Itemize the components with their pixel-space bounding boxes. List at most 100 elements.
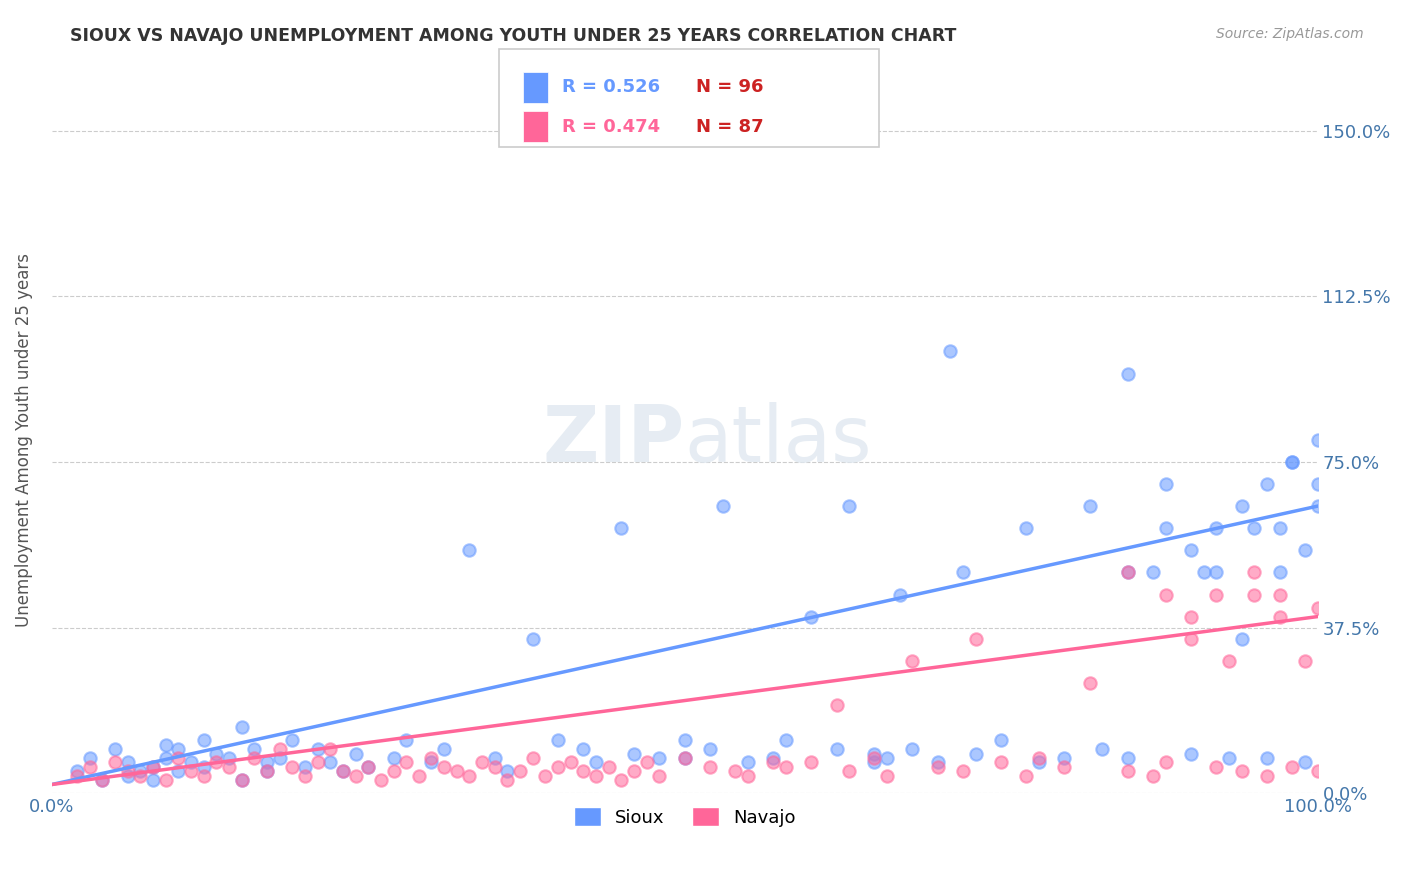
Point xyxy=(79,760,101,774)
Point xyxy=(838,764,860,779)
Point xyxy=(1154,587,1177,601)
Point xyxy=(104,742,127,756)
Point xyxy=(294,769,316,783)
Point xyxy=(825,742,848,756)
Point xyxy=(1306,477,1329,491)
Point xyxy=(800,609,823,624)
Point xyxy=(863,751,886,765)
Point xyxy=(408,769,430,783)
Point xyxy=(420,751,443,765)
Point xyxy=(901,654,924,668)
Point xyxy=(104,756,127,770)
Point xyxy=(927,756,949,770)
Point xyxy=(1205,566,1227,580)
Text: ZIP: ZIP xyxy=(543,402,685,478)
Point xyxy=(1192,566,1215,580)
Point xyxy=(952,764,974,779)
Point xyxy=(1078,499,1101,513)
Point xyxy=(446,764,468,779)
Point xyxy=(332,764,354,779)
Point xyxy=(1218,654,1240,668)
Point xyxy=(534,769,557,783)
Text: N = 87: N = 87 xyxy=(696,118,763,136)
Point xyxy=(458,543,481,558)
Point xyxy=(1268,521,1291,535)
Point xyxy=(155,751,177,765)
Point xyxy=(382,751,405,765)
Point xyxy=(1116,367,1139,381)
Point xyxy=(927,760,949,774)
Point xyxy=(91,773,114,788)
Point xyxy=(357,760,380,774)
Point xyxy=(863,747,886,761)
Point xyxy=(180,764,202,779)
Point xyxy=(1243,566,1265,580)
Point xyxy=(1053,751,1076,765)
Point xyxy=(205,747,228,761)
Point xyxy=(1281,455,1303,469)
Point xyxy=(636,756,658,770)
Point xyxy=(775,733,797,747)
Point xyxy=(1205,587,1227,601)
Point xyxy=(1028,756,1050,770)
Point xyxy=(218,751,240,765)
Point xyxy=(965,632,987,646)
Point xyxy=(256,764,278,779)
Point xyxy=(218,760,240,774)
Point xyxy=(1256,751,1278,765)
Point xyxy=(1028,751,1050,765)
Point xyxy=(1294,756,1316,770)
Point xyxy=(1180,609,1202,624)
Point xyxy=(1306,499,1329,513)
Point xyxy=(1116,566,1139,580)
Text: R = 0.474: R = 0.474 xyxy=(562,118,661,136)
Point xyxy=(673,751,696,765)
Point xyxy=(1230,632,1253,646)
Point xyxy=(281,760,304,774)
Point xyxy=(876,751,898,765)
Point xyxy=(193,769,215,783)
Point xyxy=(623,764,645,779)
Point xyxy=(1180,632,1202,646)
Point xyxy=(484,760,506,774)
Point xyxy=(395,756,418,770)
Point xyxy=(1205,521,1227,535)
Point xyxy=(1306,433,1329,447)
Point xyxy=(939,344,962,359)
Point xyxy=(344,769,367,783)
Point xyxy=(142,773,165,788)
Point xyxy=(901,742,924,756)
Point xyxy=(1142,769,1164,783)
Point xyxy=(167,751,190,765)
Point xyxy=(737,756,759,770)
Point xyxy=(1268,566,1291,580)
Point xyxy=(711,499,734,513)
Point xyxy=(1091,742,1114,756)
Point xyxy=(1256,769,1278,783)
Point xyxy=(193,733,215,747)
Point xyxy=(231,773,253,788)
Point xyxy=(1154,521,1177,535)
Point xyxy=(256,764,278,779)
Point xyxy=(167,764,190,779)
Point xyxy=(1053,760,1076,774)
Point xyxy=(598,760,620,774)
Point xyxy=(496,773,519,788)
Point xyxy=(281,733,304,747)
Point xyxy=(357,760,380,774)
Point xyxy=(1243,521,1265,535)
Point xyxy=(1230,764,1253,779)
Point xyxy=(648,769,671,783)
Point xyxy=(180,756,202,770)
Point xyxy=(294,760,316,774)
Point xyxy=(572,764,595,779)
Point xyxy=(775,760,797,774)
Point xyxy=(1078,676,1101,690)
Point xyxy=(205,756,228,770)
Point xyxy=(737,769,759,783)
Point xyxy=(1015,521,1038,535)
Point xyxy=(560,756,582,770)
Point xyxy=(307,756,329,770)
Point xyxy=(1281,455,1303,469)
Point xyxy=(269,742,291,756)
